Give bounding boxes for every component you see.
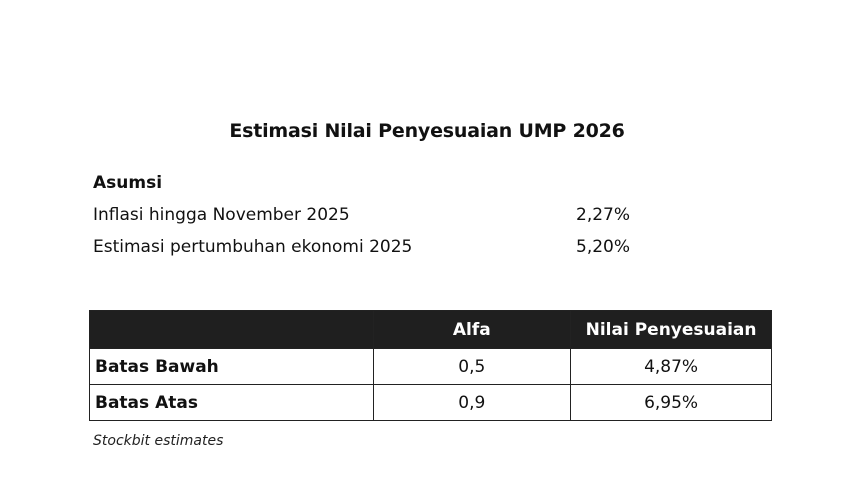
table-row: Batas Atas 0,9 6,95% [89, 384, 772, 421]
table-header-row: Alfa Nilai Penyesuaian [89, 310, 772, 349]
assumptions-heading: Asumsi [93, 173, 163, 193]
adjustment-cell: 6,95% [570, 384, 772, 421]
alfa-cell: 0,5 [372, 348, 572, 385]
alfa-cell: 0,9 [372, 384, 572, 421]
assumption-value: 5,20% [576, 237, 631, 257]
assumption-label: Estimasi pertumbuhan ekonomi 2025 [93, 237, 413, 257]
header-cell-adjustment: Nilai Penyesuaian [570, 310, 772, 349]
assumption-row-inflation: Inflasi hingga November 2025 2,27% [93, 205, 653, 229]
row-label: Batas Atas [89, 384, 374, 421]
adjustment-table: Alfa Nilai Penyesuaian Batas Bawah 0,5 4… [89, 310, 772, 421]
header-cell-empty [89, 310, 374, 349]
assumption-value: 2,27% [576, 205, 631, 225]
adjustment-cell: 4,87% [570, 348, 772, 385]
assumption-row-growth: Estimasi pertumbuhan ekonomi 2025 5,20% [93, 237, 653, 261]
source-note: Stockbit estimates [93, 433, 224, 449]
row-label: Batas Bawah [89, 348, 374, 385]
assumption-label: Inflasi hingga November 2025 [93, 205, 350, 225]
table-row: Batas Bawah 0,5 4,87% [89, 348, 772, 385]
header-cell-alfa: Alfa [372, 310, 572, 349]
document-title: Estimasi Nilai Penyesuaian UMP 2026 [229, 120, 625, 142]
